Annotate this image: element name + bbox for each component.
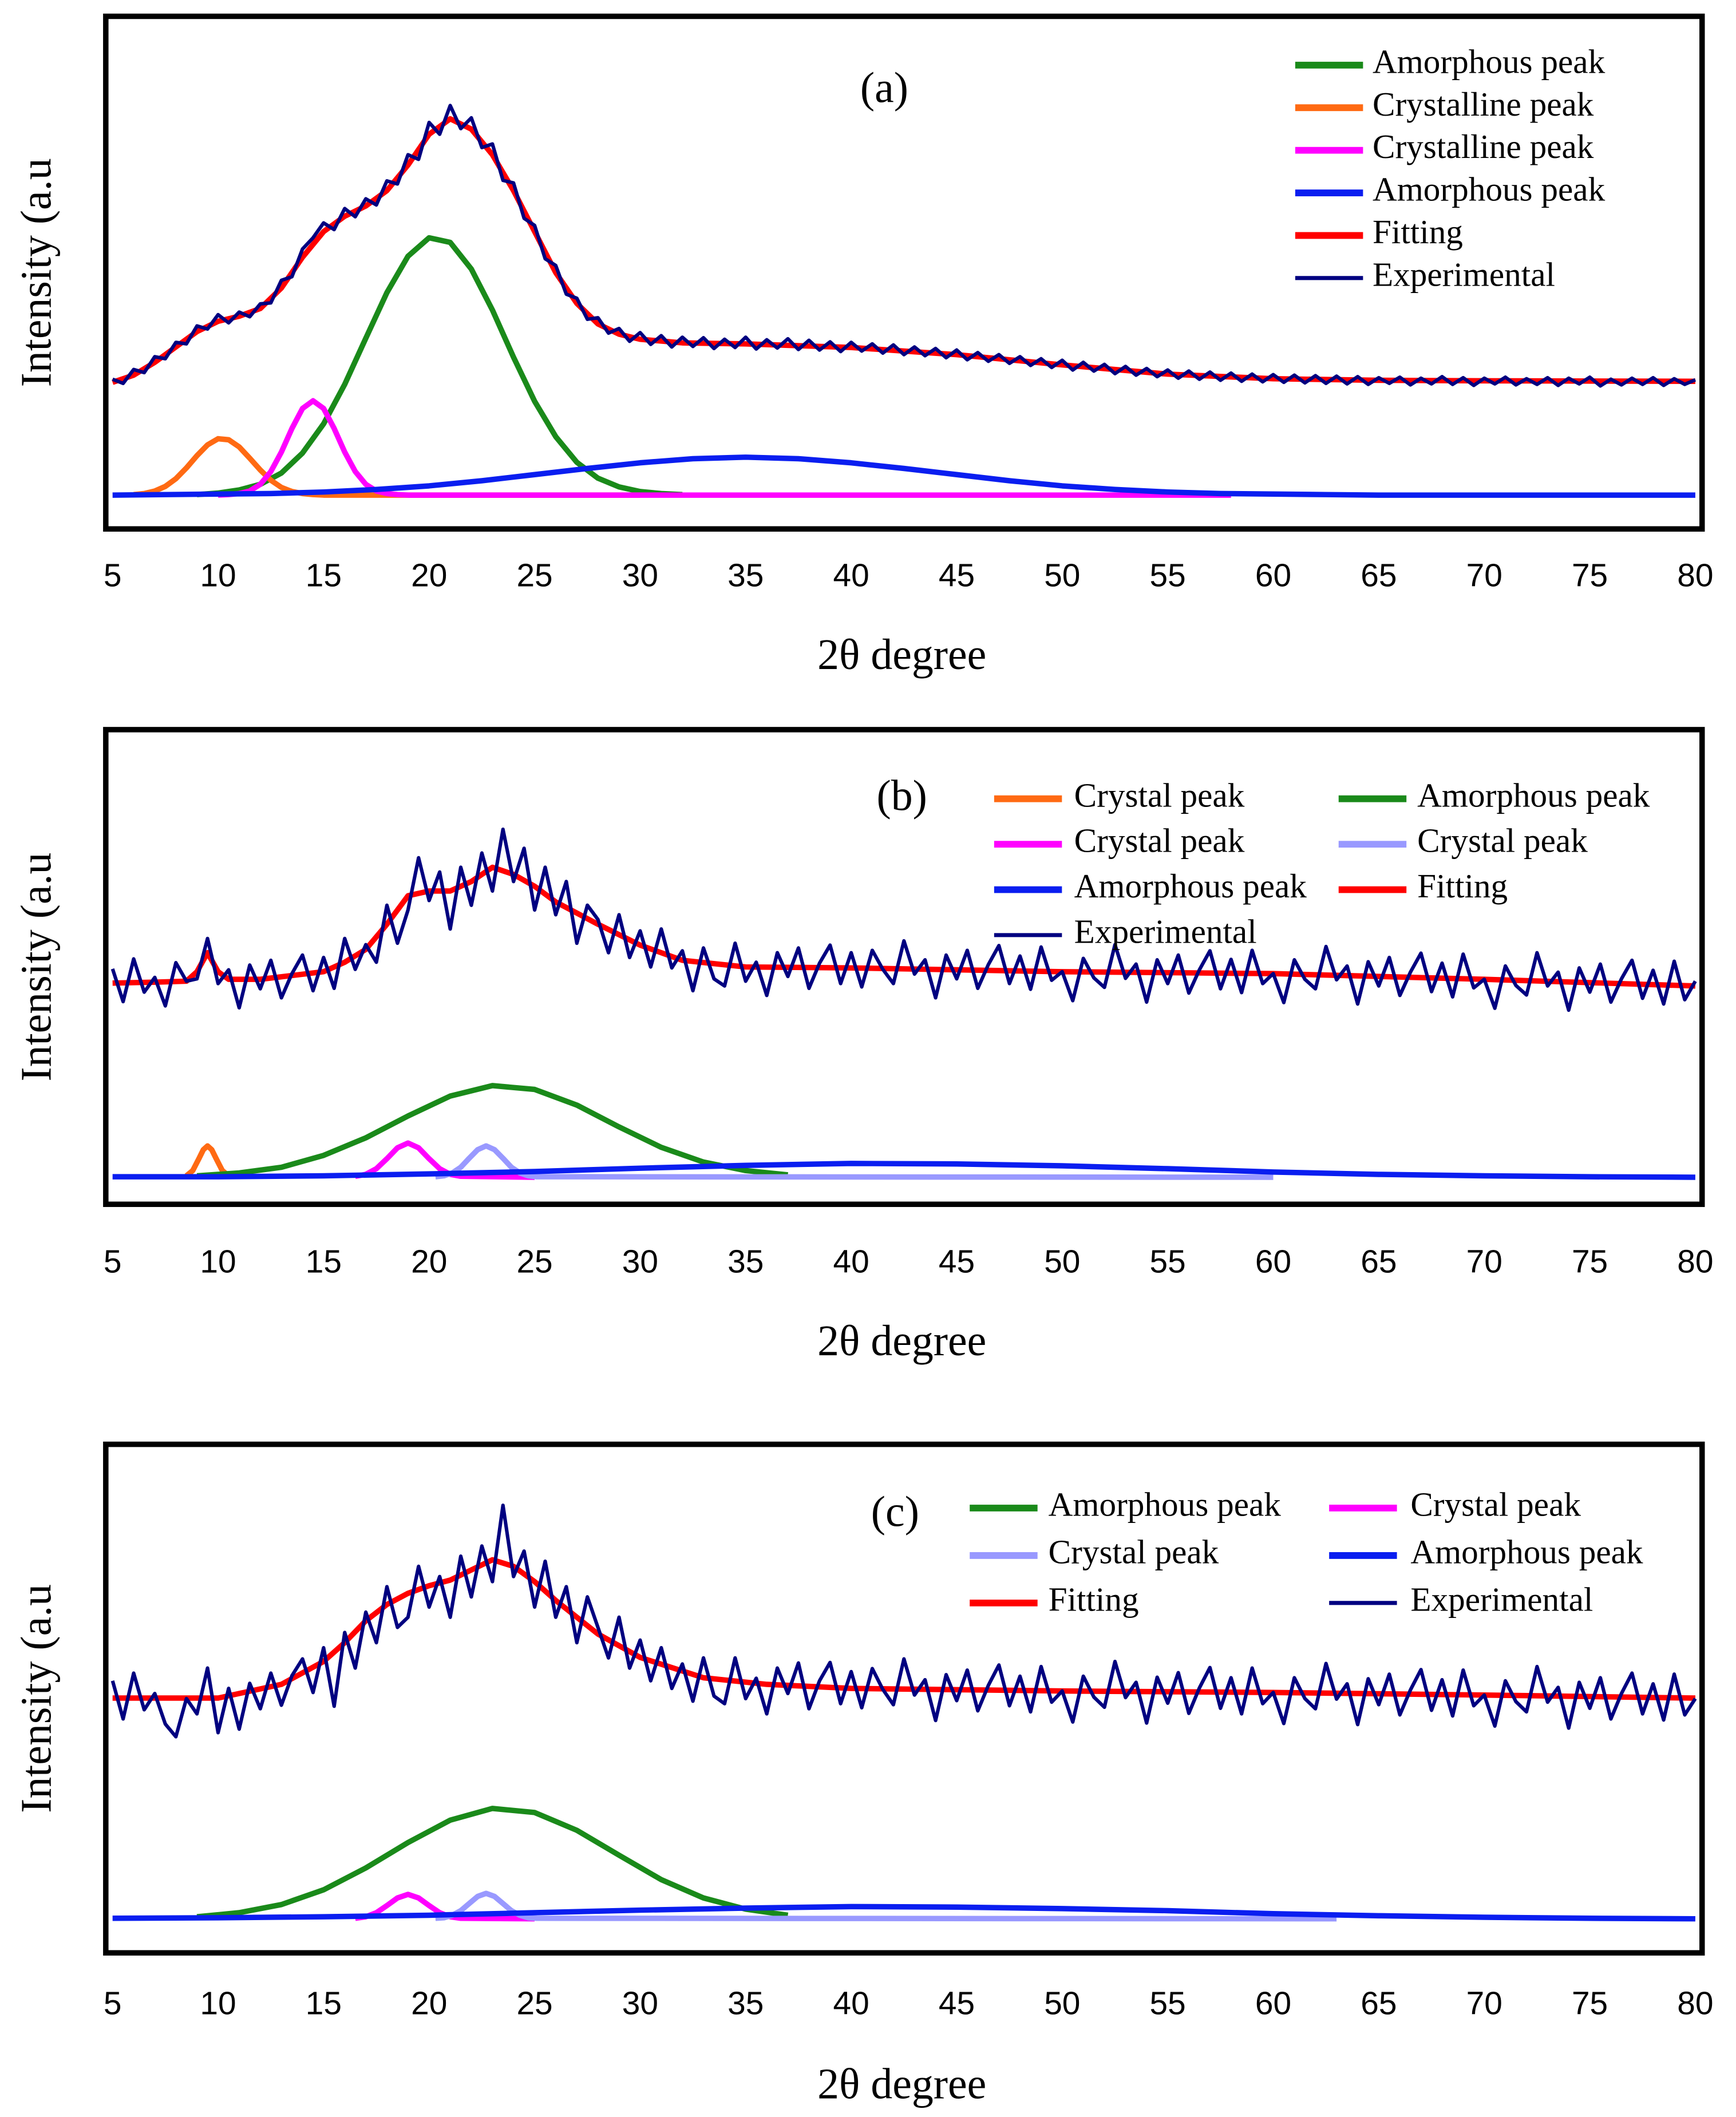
x-tick-label: 25: [516, 1986, 552, 2022]
legend-label: Amorphous peak: [1074, 867, 1307, 905]
x-tick-label: 70: [1466, 1986, 1502, 2022]
series-line: [112, 1904, 1695, 1922]
x-tick-label: 15: [306, 1244, 342, 1280]
x-tick-label: 40: [833, 1244, 869, 1280]
series-line: [110, 827, 1697, 1012]
x-tick-label: 45: [939, 1244, 975, 1280]
x-tick-label: 55: [1150, 1986, 1186, 2022]
legend-label: Crystal peak: [1410, 1486, 1581, 1524]
legend-label: Amorphous peak: [1417, 776, 1650, 814]
x-tick-label: 35: [727, 558, 764, 594]
x-tick-label: 50: [1044, 1986, 1080, 2022]
x-tick-label: 60: [1255, 1244, 1291, 1280]
x-tick-label: 50: [1044, 558, 1080, 594]
x-tick-label: 45: [939, 1986, 975, 2022]
series-line: [218, 398, 1231, 498]
legend-label: Crystal peak: [1049, 1533, 1219, 1571]
plot-frame: [103, 13, 1705, 532]
legend-label: Amorphous peak: [1373, 171, 1605, 208]
x-tick-label: 5: [104, 1986, 122, 2022]
x-tick-label: 70: [1466, 558, 1502, 594]
x-tick-label: 40: [833, 558, 869, 594]
y-axis-title: Intensity (a.u: [12, 1584, 60, 1813]
x-tick-label: 25: [516, 1244, 552, 1280]
legend-label: Crystalline peak: [1373, 128, 1594, 165]
legend-label: Fitting: [1049, 1580, 1139, 1618]
x-tick-label: 20: [411, 1986, 447, 2022]
x-tick-label: 20: [411, 1244, 447, 1280]
x-tick-label: 80: [1677, 1986, 1713, 2022]
legend-label: Experimental: [1074, 912, 1257, 950]
legend-label: Experimental: [1410, 1580, 1593, 1618]
panel: 5 10 15 20 25 30 35 40 45 50 55 60 65 70 75 80 2θ degree…: [12, 1441, 1714, 2108]
x-tick-label: 40: [833, 1986, 869, 2022]
x-tick-label: 15: [306, 1986, 342, 2022]
x-tick-label: 30: [622, 1986, 658, 2022]
series-line: [196, 235, 683, 497]
y-axis-title: Intensity (a.u: [12, 853, 60, 1082]
legend-label: Experimental: [1373, 255, 1555, 293]
legend-label: Crystal peak: [1074, 776, 1245, 814]
series-line: [184, 1143, 231, 1178]
x-tick-label: 75: [1572, 1244, 1608, 1280]
x-tick-label: 45: [939, 558, 975, 594]
x-tick-label: 60: [1255, 1986, 1291, 2022]
x-tick-label: 60: [1255, 558, 1291, 594]
x-tick-label: 55: [1150, 1244, 1186, 1280]
x-tick-label: 30: [622, 1244, 658, 1280]
x-tick-label: 10: [200, 1986, 236, 2022]
series-line: [112, 1161, 1695, 1180]
panel-label: (b): [877, 772, 927, 820]
x-tick-label: 65: [1361, 1986, 1397, 2022]
legend-label: Crystal peak: [1074, 822, 1245, 860]
legend-label: Fitting: [1373, 213, 1463, 251]
x-tick-label: 75: [1572, 558, 1608, 594]
x-tick-label: 75: [1572, 1986, 1608, 2022]
x-tick-label: 80: [1677, 1244, 1713, 1280]
legend-label: Amorphous peak: [1373, 42, 1605, 80]
panel: 5 10 15 20 25 30 35 40 45 50 55 60 65 70 75 80 2θ degree…: [12, 13, 1714, 679]
legend-label: Fitting: [1417, 867, 1508, 905]
x-tick-label: 10: [200, 1244, 236, 1280]
x-tick-label: 15: [306, 558, 342, 594]
x-tick-label: 30: [622, 558, 658, 594]
panel-label: (a): [860, 64, 908, 112]
x-tick-label: 80: [1677, 558, 1713, 594]
legend-label: Amorphous peak: [1410, 1533, 1643, 1571]
x-axis-title: 2θ degree: [817, 2060, 986, 2108]
x-tick-label: 55: [1150, 558, 1186, 594]
x-tick-label: 20: [411, 558, 447, 594]
x-tick-label: 35: [727, 1244, 764, 1280]
series-line: [196, 1083, 788, 1179]
x-tick-label: 70: [1466, 1244, 1502, 1280]
x-tick-label: 65: [1361, 558, 1397, 594]
x-tick-label: 5: [104, 1244, 122, 1280]
series-line: [112, 104, 1697, 388]
x-axis-title: 2θ degree: [817, 1317, 986, 1365]
x-tick-label: 25: [516, 558, 552, 594]
legend-label: Amorphous peak: [1049, 1486, 1282, 1524]
panel-label: (c): [871, 1488, 919, 1536]
series-line: [196, 1806, 789, 1920]
x-tick-label: 35: [727, 1986, 764, 2022]
panel: 5 10 15 20 25 30 35 40 45 50 55 60 65 70 75 80 2θ degree…: [12, 727, 1714, 1365]
x-tick-label: 65: [1361, 1244, 1397, 1280]
x-tick-label: 10: [200, 558, 236, 594]
y-axis-title: Intensity (a.u: [12, 158, 60, 387]
x-axis-title: 2θ degree: [817, 631, 986, 679]
x-tick-label: 5: [104, 558, 122, 594]
series-line: [110, 1503, 1697, 1739]
x-tick-label: 50: [1044, 1244, 1080, 1280]
legend-label: Crystalline peak: [1373, 85, 1594, 123]
series-line: [112, 454, 1695, 498]
legend-label: Crystal peak: [1417, 822, 1588, 860]
